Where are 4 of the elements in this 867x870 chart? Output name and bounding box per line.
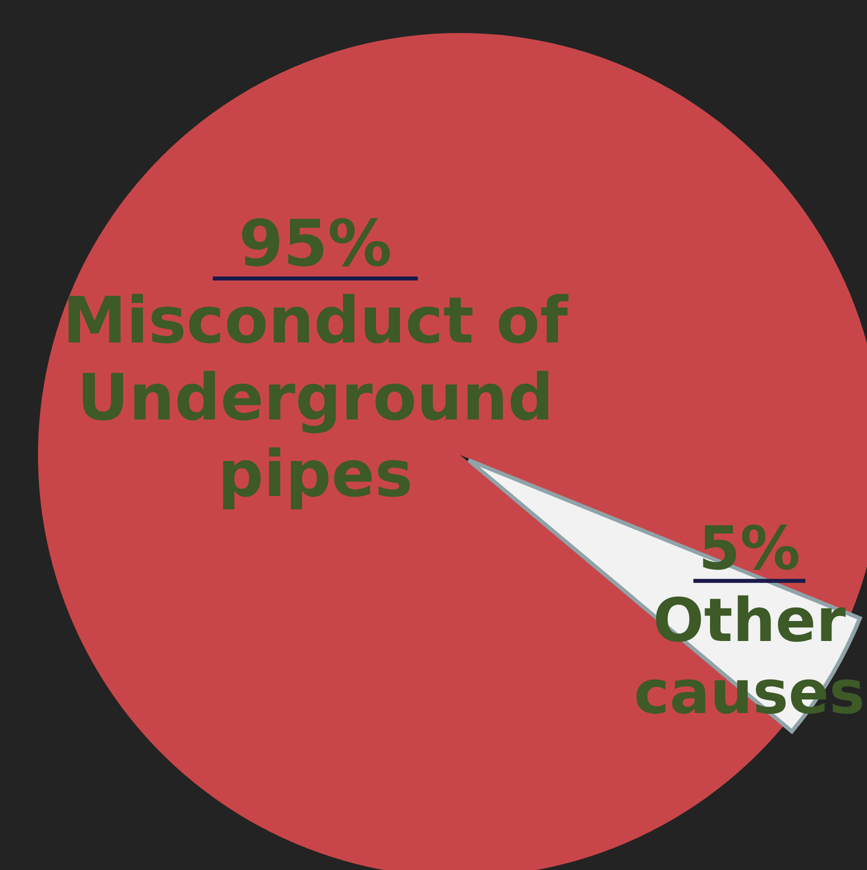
slice-label: Other causes (634, 586, 865, 728)
slice-label: Misconduct of Underground pipes (62, 284, 570, 512)
data-label: 95% (238, 208, 392, 282)
data-label: 5% (698, 514, 800, 584)
